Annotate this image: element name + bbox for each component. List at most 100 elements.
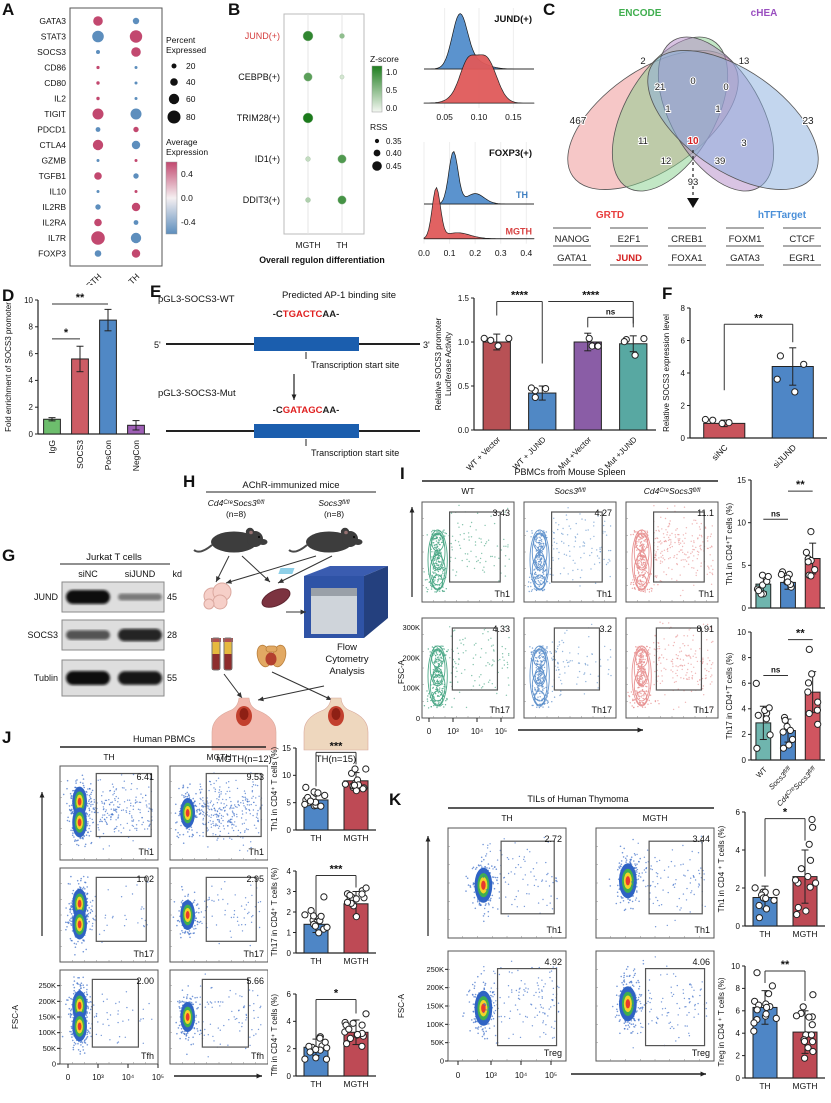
svg-text:0: 0 <box>690 76 695 87</box>
svg-text:Average: Average <box>166 137 198 147</box>
svg-text:AChR-immunized mice: AChR-immunized mice <box>242 480 339 491</box>
svg-text:21: 21 <box>655 82 666 93</box>
svg-text:FSC-A: FSC-A <box>398 659 406 684</box>
panel-b-regulon-plot: JUND(+) CEBPB(+) TRIM28(+) ID1(+) DDIT3(+) MG… <box>226 2 540 285</box>
panel-j-tfh-barchart: 0 2 4 6 Tfh in CD4⁺ T cells (%) TH MGTH * <box>268 980 380 1101</box>
svg-text:JUND(+): JUND(+) <box>494 14 532 25</box>
svg-text:CTCF: CTCF <box>789 234 815 245</box>
svg-text:TIGIT: TIGIT <box>44 109 66 119</box>
svg-text:0.0: 0.0 <box>181 193 193 203</box>
svg-text:TH: TH <box>516 190 528 200</box>
svg-text:4.33: 4.33 <box>492 624 510 634</box>
svg-text:PDCD1: PDCD1 <box>37 124 66 134</box>
panel-i-flow-plots: PBMCs from Mouse Spleen WT Socs3fl/fl Cd4Cr… <box>398 462 728 762</box>
svg-text:IL7R: IL7R <box>48 233 66 243</box>
svg-text:8: 8 <box>681 304 686 313</box>
svg-text:JUND(+): JUND(+) <box>245 31 280 41</box>
svg-text:Overall regulon differentiatio: Overall regulon differentiation <box>259 255 385 265</box>
svg-text:10⁵: 10⁵ <box>495 727 507 736</box>
svg-text:Th1: Th1 <box>698 589 714 599</box>
svg-text:siJUND: siJUND <box>125 569 156 579</box>
svg-text:93: 93 <box>688 177 699 188</box>
svg-text:****: **** <box>582 290 600 302</box>
svg-text:IgG: IgG <box>47 440 57 454</box>
svg-text:8: 8 <box>742 653 747 662</box>
svg-text:Cd4CreSocs3fl/fl: Cd4CreSocs3fl/fl <box>208 498 265 508</box>
svg-text:8.91: 8.91 <box>696 624 714 634</box>
svg-text:STAT3: STAT3 <box>41 31 66 41</box>
panel-k-th1-barchart: 0 2 4 6 Th1 in CD4 ⁺ T cells (%) TH MGTH * <box>715 794 829 948</box>
svg-text:WT: WT <box>461 486 474 496</box>
svg-text:6: 6 <box>29 349 34 358</box>
svg-text:2: 2 <box>640 56 645 67</box>
svg-text:1: 1 <box>665 104 670 115</box>
svg-text:NegCon: NegCon <box>131 440 141 471</box>
svg-text:Analysis: Analysis <box>329 666 365 677</box>
svg-text:ENCODE: ENCODE <box>619 8 662 19</box>
svg-text:JUND: JUND <box>616 253 642 264</box>
svg-text:pGL3-SOCS3-WT: pGL3-SOCS3-WT <box>158 294 235 305</box>
svg-text:ns: ns <box>771 666 781 675</box>
svg-text:GATA3: GATA3 <box>39 16 66 26</box>
svg-text:FOXM1: FOXM1 <box>729 234 762 245</box>
svg-text:MGTH(n=12): MGTH(n=12) <box>216 754 272 765</box>
svg-text:1.02: 1.02 <box>136 874 154 884</box>
svg-text:MGTH: MGTH <box>295 240 320 250</box>
svg-text:(n=8): (n=8) <box>324 509 344 519</box>
panel-k-label: K <box>389 790 402 809</box>
svg-text:Th1: Th1 <box>248 847 264 857</box>
panel-i-th1-barchart: 0 5 10 15 Th1 in CD4⁺T cells (%) ns ** <box>723 466 829 616</box>
svg-text:300K: 300K <box>402 623 420 632</box>
svg-text:PosCon: PosCon <box>103 440 113 471</box>
panel-e-construct-diagram: pGL3-SOCS3-WT Predicted AP-1 binding site… <box>154 286 432 476</box>
svg-text:IL2RB: IL2RB <box>42 202 66 212</box>
svg-text:-0.4: -0.4 <box>181 217 196 227</box>
svg-text:467: 467 <box>570 116 587 127</box>
svg-text:10³: 10³ <box>447 727 459 736</box>
panel-i-th17-barchart: 0 2 4 6 8 10 Th17 in CD4⁺T cells (%) WT Socs3fl/… <box>723 618 829 816</box>
svg-text:ID1(+): ID1(+) <box>255 154 280 164</box>
panel-j-label: J <box>2 728 12 747</box>
svg-text:6: 6 <box>681 336 686 345</box>
svg-text:60: 60 <box>186 94 196 104</box>
svg-text:80: 80 <box>186 112 196 122</box>
svg-text:0.4: 0.4 <box>520 248 532 258</box>
svg-text:-CTGACTCAA-: -CTGACTCAA- <box>273 309 340 320</box>
svg-text:**: ** <box>796 628 805 640</box>
panel-f-expression-barchart: 0 2 4 6 8 Relative SOCS3 expression level siNC… <box>660 286 831 482</box>
panel-d-label: D <box>2 286 15 305</box>
svg-text:0.5: 0.5 <box>458 382 470 391</box>
svg-text:0.10: 0.10 <box>471 112 488 122</box>
svg-text:Socs3fl/fl: Socs3fl/fl <box>554 486 586 496</box>
svg-text:0: 0 <box>427 727 432 736</box>
svg-text:3: 3 <box>741 138 746 149</box>
svg-text:E2F1: E2F1 <box>618 234 641 245</box>
svg-text:Th17: Th17 <box>243 949 264 959</box>
svg-text:0.35: 0.35 <box>386 137 402 146</box>
panel-a-dotplot: GATA3 STAT3 SOCS3 CD86 CD80 IL2 TIGIT PDCD1 CTLA… <box>2 2 226 285</box>
svg-text:2: 2 <box>681 401 686 410</box>
svg-text:SOCS3: SOCS3 <box>37 47 66 57</box>
svg-text:15: 15 <box>737 476 746 485</box>
svg-text:1: 1 <box>715 104 720 115</box>
svg-text:MGTH: MGTH <box>506 227 533 237</box>
svg-text:0: 0 <box>723 82 728 93</box>
svg-text:10⁴: 10⁴ <box>471 727 484 736</box>
panel-e-label: E <box>150 282 162 301</box>
svg-text:0: 0 <box>416 714 420 723</box>
svg-text:0.05: 0.05 <box>436 112 453 122</box>
svg-text:0.3: 0.3 <box>495 248 507 258</box>
panel-g-western-blot: Jurkat T cells siNC siJUND kd JUND 45 SOCS3 28 T… <box>2 548 184 740</box>
panel-k-treg-barchart: 0 2 4 6 8 10 Treg in CD4 ⁺ T cells (%) TH MGTH ** <box>715 950 829 1100</box>
svg-text:hTFTarget: hTFTarget <box>758 210 807 221</box>
svg-text:TH: TH <box>336 240 347 250</box>
svg-text:Th17: Th17 <box>489 705 510 715</box>
svg-text:**: ** <box>76 292 85 304</box>
svg-text:2: 2 <box>29 403 34 412</box>
svg-text:Human PBMCs: Human PBMCs <box>133 734 196 744</box>
svg-text:kd: kd <box>172 569 182 579</box>
svg-text:0.0: 0.0 <box>386 104 398 113</box>
svg-text:0.4: 0.4 <box>181 169 193 179</box>
svg-text:DDIT3(+): DDIT3(+) <box>243 195 280 205</box>
svg-text:10: 10 <box>24 296 33 305</box>
